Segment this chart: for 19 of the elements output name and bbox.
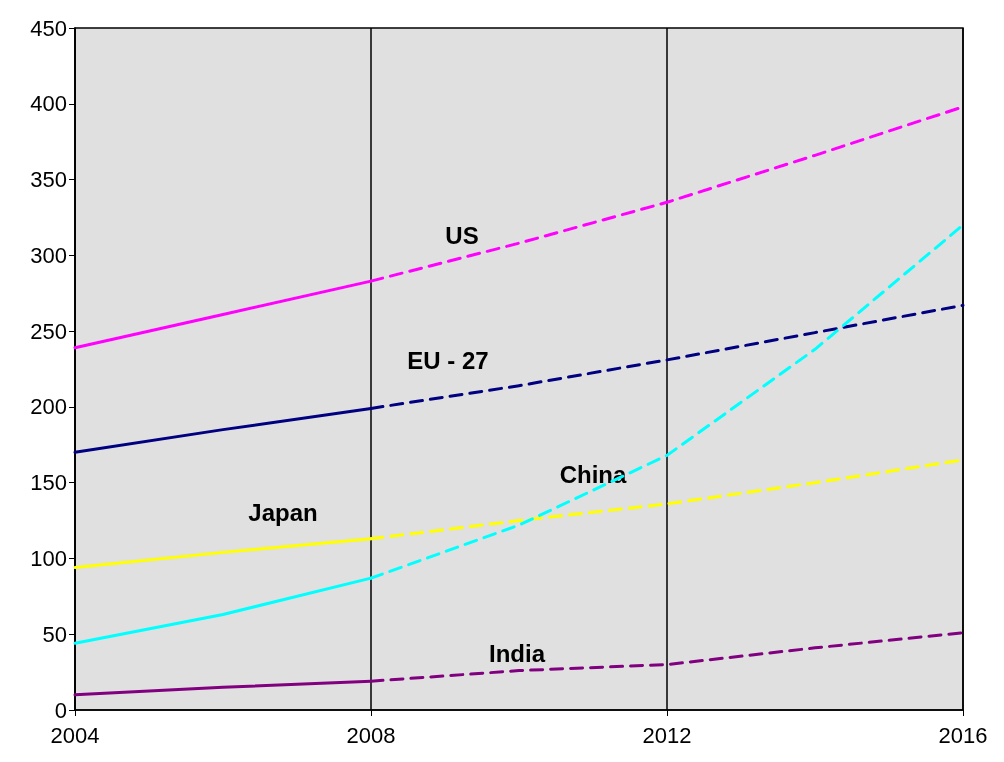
series-label: India xyxy=(488,639,546,667)
x-tick-label: 2008 xyxy=(346,722,396,748)
y-tick-label: 250 xyxy=(30,318,67,344)
y-tick-label: 50 xyxy=(42,621,67,647)
y-tick-label: 450 xyxy=(30,15,67,41)
series-label: US xyxy=(445,221,479,249)
series-label: China xyxy=(559,460,627,488)
y-tick-label: 200 xyxy=(30,394,67,420)
x-tick-label: 2012 xyxy=(642,722,692,748)
series-label: Japan xyxy=(248,498,318,526)
x-tick-label: 2016 xyxy=(938,722,988,748)
y-tick-label: 300 xyxy=(30,242,67,268)
y-tick-label: 350 xyxy=(30,167,67,193)
y-tick-label: 150 xyxy=(30,470,67,496)
series-label: EU - 27 xyxy=(407,346,489,374)
y-tick-label: 100 xyxy=(30,545,67,571)
y-tick-label: 400 xyxy=(30,91,67,117)
y-tick-label: 0 xyxy=(54,697,67,723)
x-tick-label: 2004 xyxy=(50,722,100,748)
